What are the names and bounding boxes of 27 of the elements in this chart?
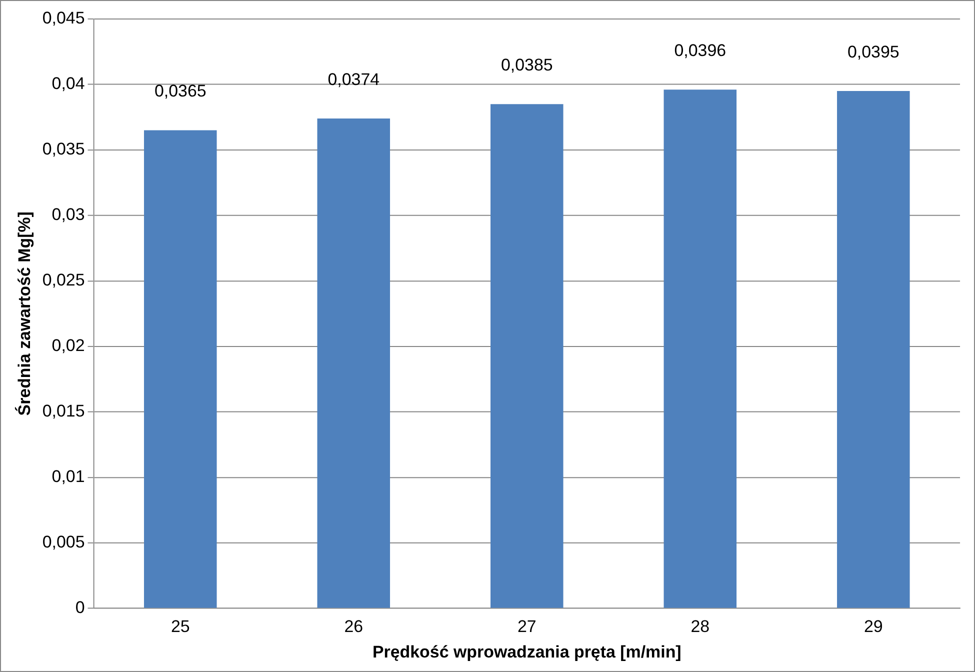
y-axis-title: Średnia zawartość Mg[%]	[14, 212, 34, 416]
data-label: 0,0385	[500, 55, 553, 74]
y-tick-label: 0,025	[42, 270, 85, 290]
data-label: 0,0396	[674, 40, 726, 60]
x-axis-title: Prędkość wprowadzania pręta [m/min]	[372, 642, 682, 662]
bar	[144, 130, 217, 608]
y-tick-label: 0,045	[42, 8, 85, 28]
y-tick-label: 0,005	[42, 532, 85, 552]
y-tick-label: 0	[75, 598, 85, 618]
y-tick-label: 0,015	[42, 402, 85, 421]
y-tick-label: 0,04	[52, 74, 85, 94]
data-label: 0,0374	[328, 70, 380, 89]
x-tick-label: 27	[517, 617, 536, 636]
y-tick-label: 0,035	[42, 140, 85, 159]
data-label: 0,0365	[154, 82, 206, 101]
y-tick-label: 0,03	[52, 205, 85, 224]
bar	[664, 90, 737, 608]
bar	[490, 104, 564, 608]
bar	[317, 118, 390, 608]
x-tick-label: 28	[690, 617, 710, 636]
x-tick-label: 25	[170, 617, 190, 636]
x-tick-label: 29	[864, 617, 883, 636]
data-label: 0,0395	[847, 42, 900, 62]
x-tick-label: 26	[344, 617, 364, 636]
y-tick-label: 0,01	[52, 467, 85, 486]
y-tick-label: 0,02	[52, 336, 85, 356]
bar	[837, 90, 910, 608]
